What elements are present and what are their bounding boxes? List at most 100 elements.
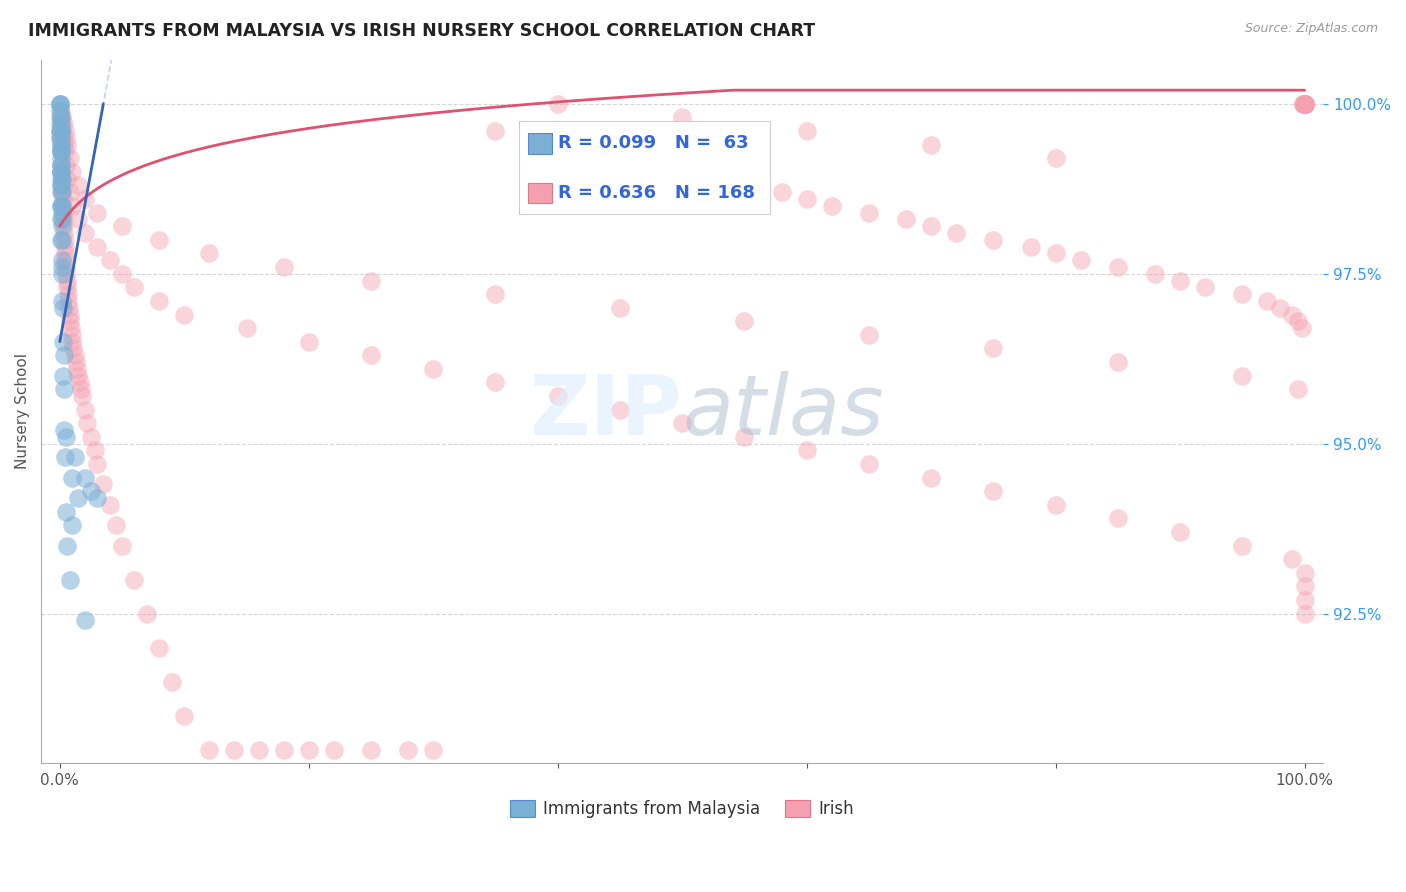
Point [111,219,134,234]
Point [80,430,103,444]
Point [55,430,77,444]
Point [1107,511,1129,525]
Point [547,389,569,403]
Point [1292,96,1315,111]
Point [51,171,73,186]
Point [858,205,880,219]
Point [60,327,83,342]
Point [49,212,72,227]
Point [49,111,72,125]
Point [671,111,693,125]
Point [52,199,75,213]
Point [1107,260,1129,274]
Point [1268,301,1291,315]
Point [49,145,72,159]
Point [896,212,918,227]
Point [360,742,382,756]
Point [53,233,76,247]
Point [59,573,82,587]
Point [1281,552,1303,566]
Point [51,165,73,179]
Point [49,103,72,118]
Point [59,308,82,322]
Point [733,314,755,328]
Point [51,233,73,247]
Point [49,158,72,172]
Point [98,498,121,512]
Point [59,321,82,335]
Point [53,239,76,253]
Point [51,185,73,199]
Point [51,267,73,281]
Point [63,348,86,362]
Point [104,518,127,533]
Point [53,450,76,465]
Point [1194,280,1216,294]
Point [98,253,121,268]
Point [1281,308,1303,322]
Point [1232,539,1254,553]
Point [58,293,80,308]
Point [60,470,83,484]
Point [1294,96,1316,111]
Point [360,348,382,362]
Point [53,423,76,437]
Point [273,742,295,756]
Point [1168,524,1191,539]
Point [51,301,73,315]
Legend: Immigrants from Malaysia, Irish: Immigrants from Malaysia, Irish [503,794,860,825]
Point [52,334,75,349]
Point [49,145,72,159]
Point [1291,321,1313,335]
Point [547,96,569,111]
Point [198,246,221,260]
Point [484,287,506,301]
Point [609,301,631,315]
Point [160,674,183,689]
Point [59,151,82,165]
Point [247,742,270,756]
Point [49,124,72,138]
Point [609,151,631,165]
Point [484,124,506,138]
Point [1232,368,1254,383]
Point [222,742,245,756]
Text: R = 0.636   N = 168: R = 0.636 N = 168 [558,184,755,202]
Point [60,199,83,213]
Point [858,327,880,342]
Point [733,178,755,193]
Point [49,124,72,138]
Point [1045,498,1067,512]
Point [1294,96,1316,111]
Point [60,165,83,179]
Point [484,376,506,390]
Point [1294,96,1316,111]
Point [422,742,444,756]
Point [51,205,73,219]
Point [696,171,718,186]
Point [51,212,73,227]
Point [52,219,75,234]
Point [52,130,75,145]
Point [49,96,72,111]
Point [56,171,79,186]
Point [198,742,221,756]
Y-axis label: Nursery School: Nursery School [15,353,30,469]
Point [56,137,79,152]
Point [671,165,693,179]
Point [983,233,1005,247]
Point [67,212,90,227]
Point [858,457,880,471]
Point [49,117,72,131]
Point [609,402,631,417]
Point [58,301,80,315]
Text: IMMIGRANTS FROM MALAYSIA VS IRISH NURSERY SCHOOL CORRELATION CHART: IMMIGRANTS FROM MALAYSIA VS IRISH NURSER… [28,22,815,40]
Point [111,539,134,553]
Point [51,165,73,179]
Point [1294,96,1316,111]
Point [1294,96,1316,111]
Point [1294,96,1316,111]
Point [51,178,73,193]
Point [62,342,84,356]
Point [55,130,77,145]
